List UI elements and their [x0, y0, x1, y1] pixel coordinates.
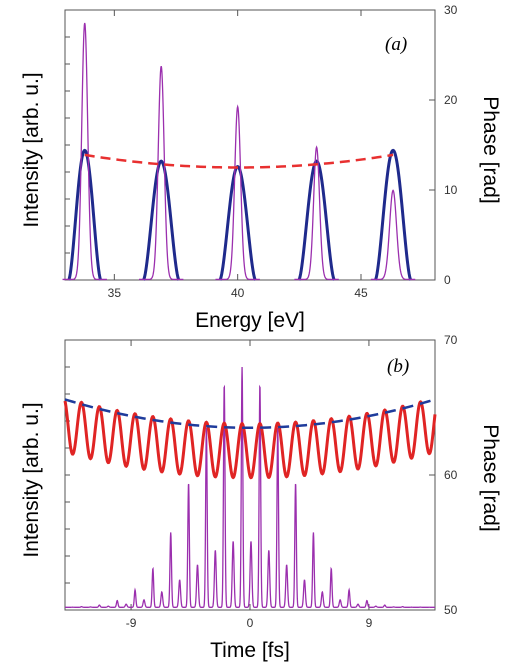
envelope-peak-2	[218, 164, 257, 281]
panel-a-y2tick-label-0: 0	[444, 273, 451, 287]
panel-b-y2tick-label-2: 70	[444, 333, 458, 347]
panel-a-y2tick-label-1: 10	[444, 183, 458, 197]
panel-a-xtick-label-2: 45	[354, 286, 368, 300]
panel-b-xtick-label-1: 0	[247, 616, 254, 630]
phase-curve	[84, 153, 394, 169]
panel-b-xlabel: Time [fs]	[210, 639, 290, 662]
panel-b-y2tick-label-0: 50	[444, 603, 458, 617]
panel-b-ticks: -9 0 9 50 60 70	[65, 333, 458, 630]
panel-a-y2tick-label-2: 20	[444, 93, 458, 107]
panel-a-ylabel: Intensity [arb. u.]	[20, 72, 43, 227]
spectrum-peak-1	[139, 66, 184, 281]
envelope-peak-3	[297, 159, 336, 281]
panel-b-series	[63, 366, 437, 608]
envelope-peak-0	[67, 148, 103, 281]
spectrum-peak-3	[294, 145, 339, 281]
phase-fit-curve	[64, 398, 436, 430]
spectrum-peak-4	[370, 189, 416, 281]
panel-a-ticks: 35 40 45 0 10 20 30	[65, 3, 458, 300]
panel-a-y2tick-label-3: 30	[444, 3, 458, 17]
envelope-peak-4	[373, 148, 413, 281]
spectrum-peak-0	[62, 22, 107, 281]
panel-a: 35 40 45 0 10 20 30 (a) Energy [eV] Intensity …	[20, 3, 502, 332]
panel-a-xtick-label-1: 40	[231, 286, 245, 300]
panel-b-label: (b)	[387, 356, 409, 377]
panel-a-xtick-label-0: 35	[108, 286, 122, 300]
panel-b-xtick-label-0: -9	[126, 616, 137, 630]
panel-a-xlabel: Energy [eV]	[195, 309, 305, 332]
panel-b-y2label: Phase [rad]	[479, 424, 502, 531]
panel-b-xtick-label-2: 9	[366, 616, 373, 630]
envelope-peak-1	[142, 159, 181, 281]
panel-a-series	[62, 22, 416, 281]
panel-b-ylabel: Intensity [arb. u.]	[20, 402, 43, 557]
panel-a-y2label: Phase [rad]	[479, 96, 502, 203]
panel-b-y2tick-label-1: 60	[444, 468, 458, 482]
spectrum-peak-2	[215, 104, 260, 281]
panel-a-label: (a)	[385, 34, 407, 55]
phase-oscillation-curve	[63, 400, 437, 480]
pulse-train-curve	[64, 366, 435, 608]
panel-b: -9 0 9 50 60 70 (b) Time [fs] Intensity [arb.…	[20, 333, 502, 662]
